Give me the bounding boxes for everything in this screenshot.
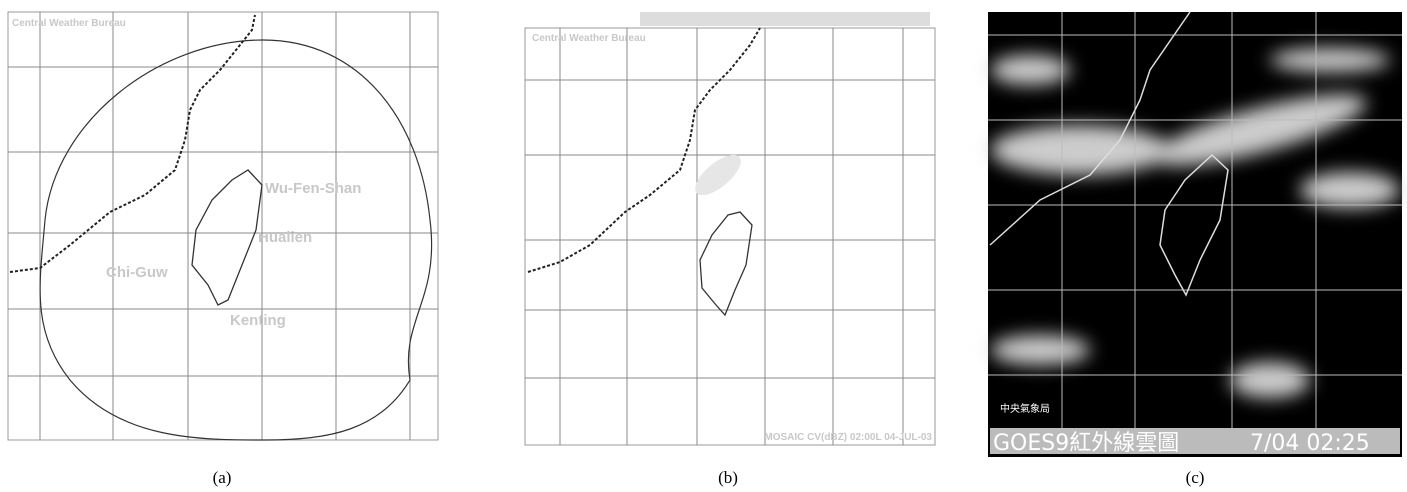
station-label: Hualien — [258, 229, 312, 246]
footer-label: MOSAIC CV(dBZ) 02:00L 04-JUL-03 — [764, 432, 932, 443]
station-label: Wu-Fen-Shan — [265, 180, 361, 197]
panel-a: Central Weather Bureau Wu-Fen-Shan Huali… — [8, 12, 438, 440]
color-scale — [640, 12, 930, 26]
caption: (c) — [1186, 468, 1205, 487]
caption: (a) — [213, 468, 232, 487]
panel-b: Central Weather Bureau MOSAIC CV(dBZ) 02… — [525, 12, 935, 445]
time-label: 7/04 02:25 — [1250, 431, 1370, 456]
station-label: Kenting — [230, 312, 286, 329]
product-label: GOES9紅外線雲圖 — [993, 431, 1179, 456]
figure: Central Weather Bureau Wu-Fen-Shan Huali… — [0, 0, 1407, 492]
station-label: Chi-Guw — [106, 264, 168, 281]
source-label: Central Weather Bureau — [532, 33, 646, 44]
caption: (b) — [718, 468, 738, 487]
map-frame — [525, 28, 935, 445]
source-label: Central Weather Bureau — [12, 18, 126, 29]
source-label: 中央氣象局 — [1000, 402, 1050, 415]
panel-c: 中央氣象局 GOES9紅外線雲圖 7/04 02:25 — [988, 12, 1402, 457]
